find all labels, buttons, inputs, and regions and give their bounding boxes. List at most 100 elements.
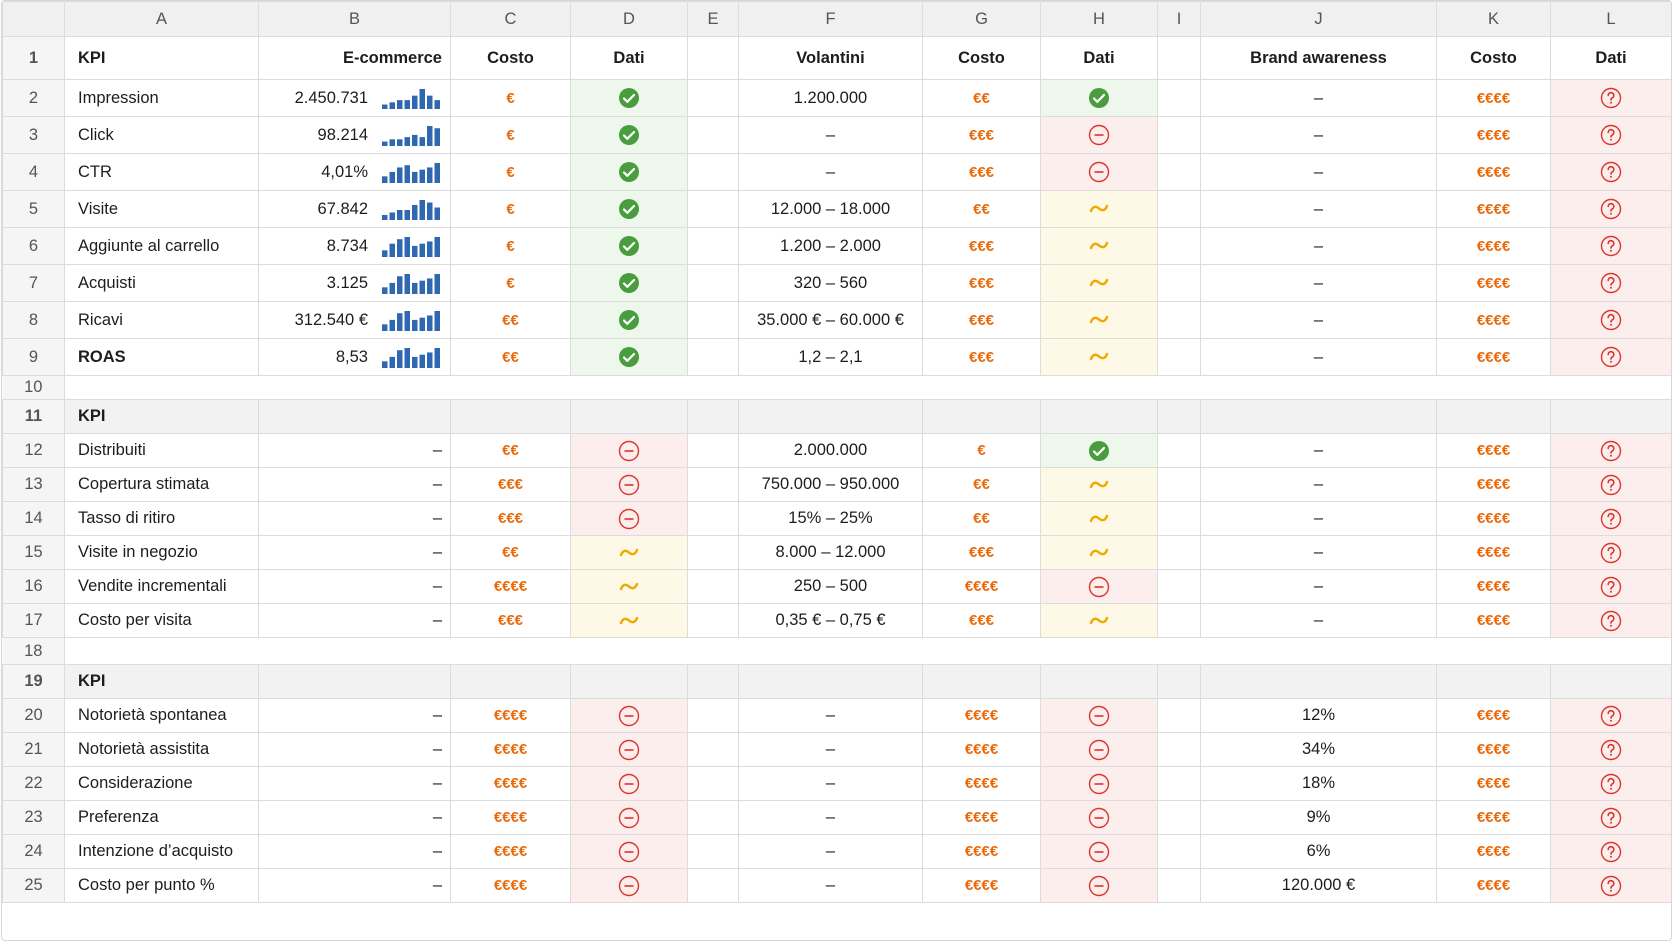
cell[interactable] — [922, 664, 1041, 699]
row-number[interactable]: 6 — [2, 227, 65, 265]
cell[interactable] — [922, 637, 1041, 665]
cell[interactable]: – — [738, 116, 923, 154]
cell[interactable]: 8.734 — [258, 227, 451, 265]
row-number[interactable]: 20 — [2, 698, 65, 733]
cell[interactable] — [570, 834, 688, 869]
cell[interactable]: €€€€ — [1436, 153, 1551, 191]
cell[interactable] — [570, 535, 688, 570]
cell[interactable] — [1550, 467, 1671, 502]
cell[interactable]: Impression — [64, 79, 259, 117]
cell[interactable]: Volantini — [738, 36, 923, 80]
cell[interactable]: €€€ — [450, 603, 571, 638]
cell[interactable]: – — [1200, 535, 1437, 570]
column-header[interactable]: J — [1200, 1, 1437, 37]
cell[interactable] — [1157, 766, 1201, 801]
cell[interactable]: – — [738, 834, 923, 869]
cell[interactable]: 4,01% — [258, 153, 451, 191]
cell[interactable]: €€ — [922, 467, 1041, 502]
cell[interactable]: ROAS — [64, 338, 259, 376]
cell[interactable] — [1550, 698, 1671, 733]
cell[interactable] — [570, 79, 688, 117]
cell[interactable]: €€ — [450, 301, 571, 339]
cell[interactable] — [1040, 569, 1158, 604]
cell[interactable] — [570, 800, 688, 835]
cell[interactable]: €€€€ — [1436, 79, 1551, 117]
cell[interactable] — [1040, 433, 1158, 468]
cell[interactable] — [1157, 264, 1201, 302]
cell[interactable] — [687, 301, 739, 339]
cell[interactable] — [687, 264, 739, 302]
cell[interactable]: €€€€ — [922, 766, 1041, 801]
cell[interactable]: € — [450, 264, 571, 302]
cell[interactable]: €€ — [922, 501, 1041, 536]
cell[interactable]: Costo — [450, 36, 571, 80]
cell[interactable]: €€€€ — [1436, 766, 1551, 801]
cell[interactable]: € — [450, 153, 571, 191]
cell[interactable] — [1157, 569, 1201, 604]
cell[interactable] — [1040, 467, 1158, 502]
row-number[interactable]: 24 — [2, 834, 65, 869]
cell[interactable] — [1040, 535, 1158, 570]
cell[interactable]: – — [738, 766, 923, 801]
cell[interactable] — [64, 637, 259, 665]
cell[interactable]: 1,2 – 2,1 — [738, 338, 923, 376]
cell[interactable]: €€€€ — [1436, 433, 1551, 468]
cell[interactable] — [1040, 116, 1158, 154]
column-header[interactable]: L — [1550, 1, 1671, 37]
column-header[interactable]: G — [922, 1, 1041, 37]
cell[interactable] — [570, 264, 688, 302]
cell[interactable] — [1157, 190, 1201, 228]
cell[interactable] — [570, 338, 688, 376]
cell[interactable] — [570, 116, 688, 154]
cell[interactable]: Considerazione — [64, 766, 259, 801]
cell[interactable]: €€€€ — [1436, 190, 1551, 228]
cell[interactable]: 67.842 — [258, 190, 451, 228]
cell[interactable]: 250 – 500 — [738, 569, 923, 604]
cell[interactable] — [687, 637, 739, 665]
cell[interactable] — [687, 433, 739, 468]
cell[interactable]: – — [1200, 467, 1437, 502]
cell[interactable] — [1040, 375, 1158, 400]
cell[interactable] — [1550, 190, 1671, 228]
column-header[interactable]: A — [64, 1, 259, 37]
cell[interactable] — [738, 664, 923, 699]
cell[interactable] — [1040, 79, 1158, 117]
cell[interactable] — [570, 375, 688, 400]
row-number[interactable]: 19 — [2, 664, 65, 699]
cell[interactable] — [570, 664, 688, 699]
cell[interactable]: – — [738, 698, 923, 733]
cell[interactable]: 3.125 — [258, 264, 451, 302]
cell[interactable] — [687, 834, 739, 869]
cell[interactable] — [1040, 301, 1158, 339]
cell[interactable] — [1436, 664, 1551, 699]
cell[interactable]: €€ — [450, 535, 571, 570]
cell[interactable] — [1550, 664, 1671, 699]
cell[interactable] — [1040, 603, 1158, 638]
cell[interactable]: €€€ — [922, 535, 1041, 570]
cell[interactable] — [1550, 301, 1671, 339]
cell[interactable] — [1550, 637, 1671, 665]
cell[interactable] — [687, 338, 739, 376]
cell[interactable]: 35.000 € – 60.000 € — [738, 301, 923, 339]
cell[interactable]: Costo per punto % — [64, 868, 259, 903]
cell[interactable] — [64, 375, 259, 400]
cell[interactable]: Intenzione d’acquisto — [64, 834, 259, 869]
row-number[interactable]: 7 — [2, 264, 65, 302]
cell[interactable]: 15% – 25% — [738, 501, 923, 536]
cell[interactable] — [1157, 399, 1201, 434]
column-header[interactable]: E — [687, 1, 739, 37]
cell[interactable]: €€€€ — [1436, 603, 1551, 638]
cell[interactable]: €€€ — [922, 301, 1041, 339]
cell[interactable]: – — [738, 732, 923, 767]
row-number[interactable]: 14 — [2, 501, 65, 536]
column-header[interactable]: I — [1157, 1, 1201, 37]
row-number[interactable]: 4 — [2, 153, 65, 191]
cell[interactable]: – — [1200, 603, 1437, 638]
cell[interactable]: €€€ — [922, 264, 1041, 302]
row-number[interactable]: 5 — [2, 190, 65, 228]
cell[interactable]: Notorietà spontanea — [64, 698, 259, 733]
cell[interactable]: €€€€ — [450, 868, 571, 903]
cell[interactable] — [1040, 338, 1158, 376]
cell[interactable]: Tasso di ritiro — [64, 501, 259, 536]
cell[interactable] — [1157, 227, 1201, 265]
